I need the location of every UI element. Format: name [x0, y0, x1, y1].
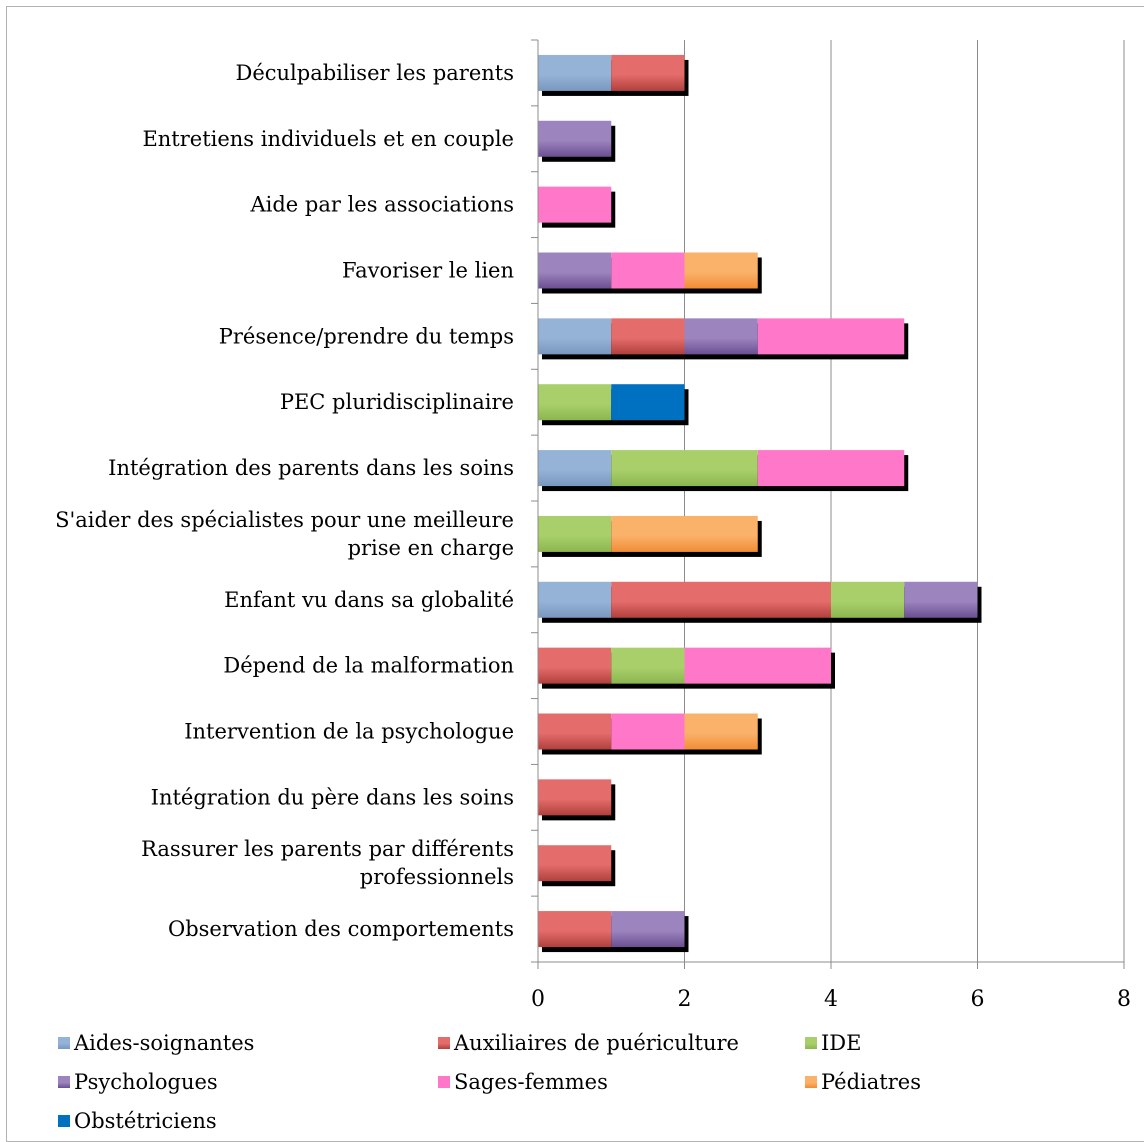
category-label: S'aider des spécialistes pour une meille…	[55, 508, 514, 560]
legend-label: Aides-soignantes	[73, 1031, 254, 1055]
legend-swatch	[58, 1115, 70, 1127]
bar-segment	[538, 911, 612, 948]
legend-label: Pédiatres	[821, 1070, 921, 1094]
bar-segment	[611, 54, 685, 91]
bar-segment	[538, 779, 612, 816]
bar-segment	[611, 911, 685, 948]
legend-item: Obstétriciens	[58, 1109, 217, 1133]
bar-segment	[684, 318, 758, 355]
bar-segment	[538, 120, 612, 157]
bar-segment	[904, 581, 978, 618]
legend-item: Pédiatres	[805, 1070, 921, 1094]
bar-segment	[538, 186, 612, 223]
legend-swatch	[58, 1076, 70, 1088]
legend-item: Sages-femmes	[438, 1070, 608, 1094]
legend-swatch	[805, 1076, 817, 1088]
bar-segment	[684, 252, 758, 289]
bar-segment	[611, 318, 685, 355]
x-tick-label: 4	[824, 987, 838, 1012]
bar-segment	[538, 647, 612, 684]
bar-segment	[538, 450, 612, 487]
category-label: Intervention de la psychologue	[184, 720, 514, 744]
x-tick-label: 2	[678, 987, 692, 1012]
x-tick-label: 6	[971, 987, 985, 1012]
bar-segment	[538, 581, 612, 618]
bar-segment	[538, 384, 612, 421]
category-label: Observation des comportements	[168, 917, 514, 941]
legend-swatch	[438, 1037, 450, 1049]
x-tick-labels: 0 2 4 6 8	[531, 987, 1131, 1012]
category-label: Enfant vu dans sa globalité	[224, 588, 514, 612]
bar-segment	[538, 252, 612, 289]
bar-segment	[538, 845, 612, 882]
bar-segment	[684, 713, 758, 750]
category-labels: Déculpabiliser les parents Entretiens ind…	[55, 61, 514, 941]
bar-segment	[757, 318, 905, 355]
category-label: Dépend de la malformation	[223, 654, 514, 678]
legend-label: Psychologues	[74, 1070, 218, 1094]
bar-segment	[538, 318, 612, 355]
legend-label: IDE	[821, 1031, 861, 1055]
category-label: Déculpabiliser les parents	[235, 61, 514, 85]
bar-segment	[611, 713, 685, 750]
category-label: Rassurer les parents par différents profe…	[141, 837, 514, 889]
bar-segment	[538, 713, 612, 750]
bars	[538, 54, 978, 948]
legend-swatch	[805, 1037, 817, 1049]
bar-segment	[831, 581, 905, 618]
category-label: Aide par les associations	[249, 193, 514, 217]
bar-segment	[538, 54, 612, 91]
category-label: Entretiens individuels et en couple	[142, 127, 514, 151]
x-tick-label: 0	[531, 987, 545, 1012]
gridlines	[684, 40, 1125, 962]
legend-item: Psychologues	[58, 1070, 218, 1094]
legend-item: Auxiliaires de puériculture	[438, 1031, 739, 1055]
bar-segment	[611, 450, 758, 487]
legend-swatch	[438, 1076, 450, 1088]
axes	[531, 39, 1125, 969]
legend-item: IDE	[805, 1031, 861, 1055]
category-label: PEC pluridisciplinaire	[280, 390, 514, 414]
legend-label: Obstétriciens	[74, 1109, 217, 1133]
bar-segment	[611, 515, 758, 552]
bar-segment	[684, 647, 831, 684]
legend-label: Auxiliaires de puériculture	[453, 1031, 739, 1055]
category-label: Favoriser le lien	[342, 259, 514, 283]
bar-segment	[611, 581, 831, 618]
bar-segment	[611, 384, 685, 421]
bar-segment	[538, 515, 612, 552]
legend-swatch	[58, 1037, 70, 1049]
category-label: Présence/prendre du temps	[219, 324, 514, 348]
legend-item: Aides-soignantes	[58, 1031, 254, 1055]
legend-label: Sages-femmes	[454, 1070, 608, 1094]
category-label: Intégration du père dans les soins	[151, 785, 514, 809]
legend: Aides-soignantes Auxiliaires de puéricult…	[58, 1031, 921, 1133]
category-label: Intégration des parents dans les soins	[108, 456, 514, 480]
bar-segment	[611, 252, 685, 289]
bar-segment	[757, 450, 905, 487]
bar-segment	[611, 647, 685, 684]
x-tick-label: 8	[1117, 987, 1131, 1012]
